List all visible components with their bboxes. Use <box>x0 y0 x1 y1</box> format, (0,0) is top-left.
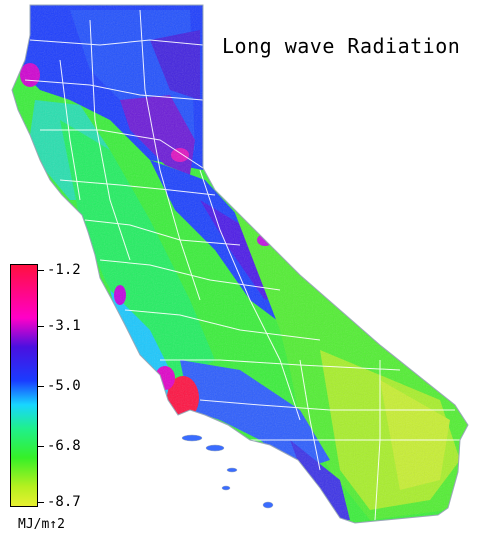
legend-units: MJ/m↑2 <box>18 517 65 532</box>
map-title: Long wave Radiation <box>222 34 461 58</box>
legend-tick <box>38 446 44 447</box>
legend-tick-label-2: -3.1 <box>47 318 81 334</box>
legend-tick <box>38 326 44 327</box>
legend-tick-label-4: -6.8 <box>47 438 81 454</box>
legend-tick <box>38 502 44 503</box>
legend-tick <box>38 270 44 271</box>
legend-tick-label-5: -8.7 <box>47 494 81 510</box>
legend-tick <box>38 386 44 387</box>
legend-tick-label-1: -1.2 <box>47 262 81 278</box>
legend-tick-label-3: -5.0 <box>47 378 81 394</box>
legend-color-bar <box>10 264 38 507</box>
